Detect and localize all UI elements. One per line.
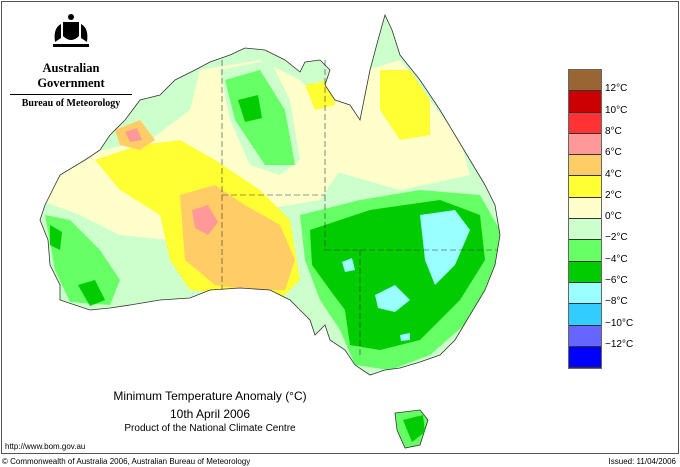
legend-label: −4°C <box>605 253 628 265</box>
legend-swatch <box>569 304 601 326</box>
legend-label: 6°C <box>605 147 622 159</box>
legend-label: −10°C <box>605 317 634 329</box>
legend-label: 0°C <box>605 211 622 223</box>
legend-label: 8°C <box>605 125 622 137</box>
agency-name: Bureau of Meteorology <box>10 94 132 109</box>
legend-swatch <box>569 91 601 113</box>
legend-swatch <box>569 325 601 347</box>
legend-swatch <box>569 282 601 305</box>
legend-swatch <box>569 133 601 156</box>
map-product: Product of the National Climate Centre <box>124 423 296 434</box>
legend-swatch <box>569 155 601 177</box>
issued-date: Issued: 11/04/2006 <box>608 457 676 466</box>
legend-swatch <box>569 112 601 134</box>
legend-label: −6°C <box>605 275 628 286</box>
legend-swatch <box>569 176 601 198</box>
legend-label: 10°C <box>605 104 628 116</box>
legend-swatch <box>569 346 601 369</box>
legend-label: 4°C <box>605 168 622 180</box>
map-frame <box>1 1 679 454</box>
legend-swatch <box>569 261 601 283</box>
copyright: © Commonwealth of Australia 2006, Austra… <box>2 457 251 466</box>
legend-swatch <box>569 240 601 262</box>
legend-swatch <box>569 219 601 241</box>
legend-label: 2°C <box>605 189 622 201</box>
coat-of-arms-icon <box>53 14 89 47</box>
legend-swatch <box>569 70 601 92</box>
legend-swatch <box>569 197 601 220</box>
website-link[interactable]: http://www.bom.gov.au <box>5 442 86 451</box>
legend-label: −12°C <box>605 338 634 350</box>
map-date: 10th April 2006 <box>169 407 251 421</box>
legend-label: −8°C <box>605 296 628 308</box>
bom-logo: Australian Government Bureau of Meteorol… <box>10 12 132 109</box>
color-legend <box>568 69 602 370</box>
organisation-name: Australian Government <box>37 61 105 90</box>
legend-label: −2°C <box>605 232 628 244</box>
map-title: Minimum Temperature Anomaly (°C) <box>113 389 307 403</box>
legend-label: 12°C <box>605 83 628 95</box>
